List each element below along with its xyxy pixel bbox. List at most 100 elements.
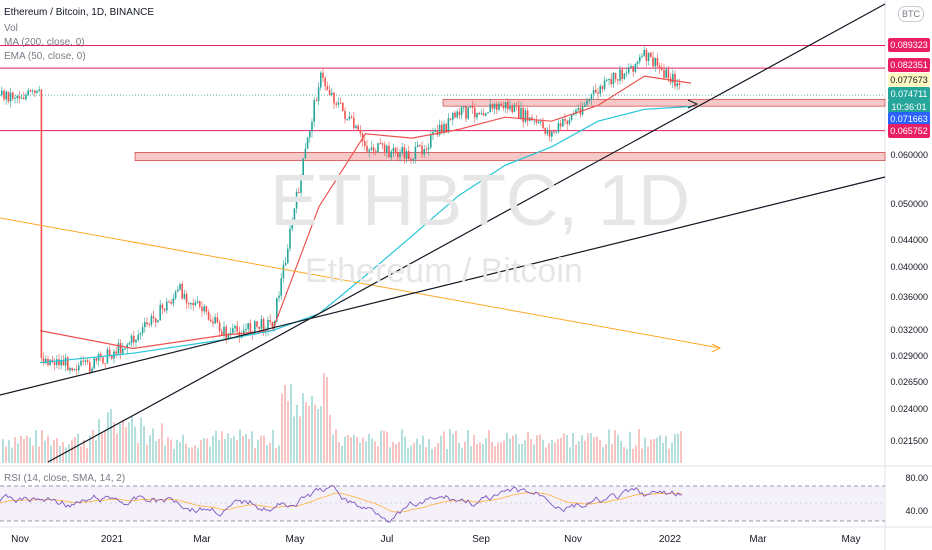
candle-body: [117, 343, 120, 354]
rsi-band: [0, 486, 885, 521]
candle-body: [245, 329, 247, 331]
candle-body: [636, 61, 639, 64]
candle-body: [641, 55, 643, 57]
candle-body: [155, 318, 157, 323]
candle-body: [368, 149, 370, 152]
candle-body: [20, 97, 23, 99]
legend-vol[interactable]: Vol: [4, 23, 18, 34]
volume-bar: [554, 442, 556, 463]
candle-body: [430, 135, 432, 148]
candle-body: [170, 302, 172, 304]
volume-bar: [674, 433, 676, 463]
candle-body: [614, 72, 617, 80]
candle-body: [632, 65, 634, 72]
candle-body: [436, 129, 439, 135]
rsi-legend[interactable]: RSI (14, close, SMA, 14, 2): [4, 473, 126, 484]
candle-body: [150, 316, 153, 325]
volume-bar: [551, 439, 553, 463]
orange-trendline: [0, 217, 721, 349]
volume-bar: [179, 442, 181, 463]
candle-body: [412, 159, 414, 161]
volume-bar: [494, 446, 496, 463]
candle-body: [405, 151, 408, 159]
volume-bar: [374, 441, 376, 463]
candle-body: [500, 103, 502, 106]
candle-body: [163, 308, 166, 311]
shallow-trendline: [0, 176, 886, 396]
price-label-last: 0.074711: [888, 87, 930, 101]
candle-body: [210, 319, 212, 322]
volume-bar: [314, 404, 316, 463]
candle-body: [346, 119, 348, 121]
volume-bar: [41, 429, 43, 463]
volume-bar: [35, 430, 37, 463]
volume-bar: [458, 442, 460, 463]
volume-bar: [311, 395, 313, 463]
candle-body: [71, 368, 73, 371]
volume-bar: [638, 429, 640, 463]
candle-body: [661, 67, 663, 71]
candle-body: [254, 321, 256, 335]
candle-body: [42, 358, 45, 364]
x-tick: Sep: [472, 534, 490, 545]
candle-body: [53, 362, 56, 365]
volume-bar: [617, 434, 619, 463]
volume-bar: [17, 443, 19, 463]
volume-bar: [512, 435, 514, 463]
chart-title[interactable]: Ethereum / Bitcoin, 1D, BINANCE: [4, 7, 155, 18]
volume-bar: [326, 376, 328, 463]
volume-bar: [194, 445, 196, 463]
candle-body: [130, 335, 133, 344]
candle-body: [608, 79, 610, 81]
candle-body: [86, 360, 89, 363]
candle-body: [157, 320, 159, 323]
volume-bar: [20, 435, 22, 463]
candle-body: [410, 159, 412, 161]
volume-bar: [293, 416, 295, 463]
currency-button[interactable]: BTC: [898, 6, 924, 22]
candle-body: [650, 52, 652, 58]
volume-bar: [482, 443, 484, 463]
volume-bar: [47, 435, 49, 463]
candle-body: [40, 89, 43, 359]
candle-body: [293, 208, 296, 223]
candle-body: [172, 298, 175, 304]
x-tick: Nov: [564, 534, 582, 545]
candle-body: [630, 65, 632, 69]
volume-bar: [647, 446, 649, 463]
y-tick: 0.044000: [890, 235, 928, 245]
x-tick: May: [841, 534, 861, 545]
volume-bar: [338, 441, 340, 463]
y-tick: 0.024000: [890, 404, 928, 414]
volume-bar: [479, 442, 481, 463]
volume-bar: [593, 437, 595, 463]
legend-ma[interactable]: MA (200, close, 0): [4, 37, 85, 48]
volume-bar: [401, 429, 403, 463]
countdown-label: 10:36:01: [888, 100, 930, 114]
candle-body: [262, 318, 265, 332]
candle-body: [625, 72, 628, 74]
volume-bar: [5, 446, 7, 463]
candle-body: [509, 105, 511, 110]
rsi-tick: 80.00: [905, 473, 928, 483]
volume-bar: [191, 447, 193, 463]
candle-body: [408, 151, 410, 160]
volume-bar: [131, 416, 133, 463]
y-tick: 0.036000: [890, 292, 928, 302]
x-tick: 2021: [100, 534, 124, 545]
volume-bar: [53, 440, 55, 463]
candle-body: [148, 324, 150, 326]
candle-body: [89, 362, 91, 372]
candle-body: [465, 106, 467, 119]
volume-bar: [491, 441, 493, 463]
candle-body: [306, 137, 309, 149]
volume-bar: [83, 439, 85, 463]
volume-bar: [470, 446, 472, 463]
volume-bar: [59, 445, 61, 463]
volume-bar: [596, 436, 598, 463]
volume-bar: [614, 430, 616, 463]
candle-body: [179, 283, 181, 290]
volume-bar: [143, 425, 145, 463]
legend-ema[interactable]: EMA (50, close, 0): [4, 51, 86, 62]
